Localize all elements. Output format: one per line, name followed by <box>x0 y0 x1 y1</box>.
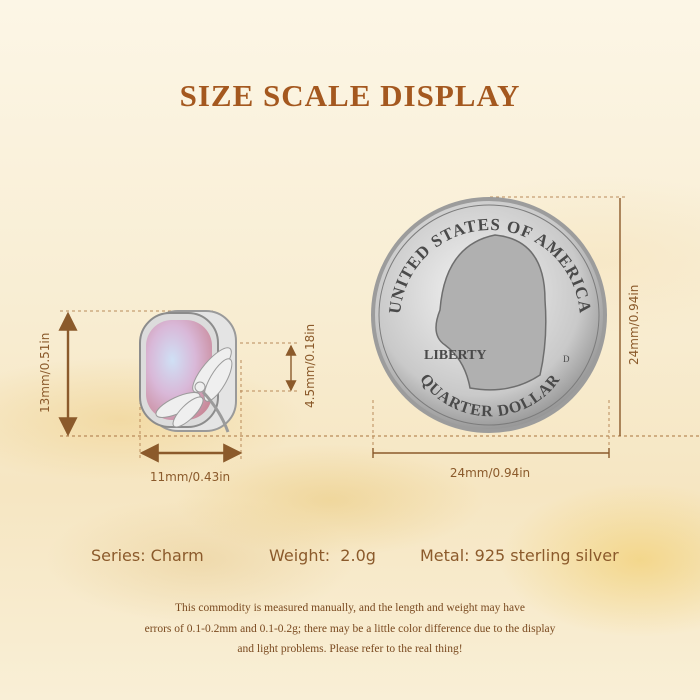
charm-image <box>139 310 237 433</box>
disclaimer-line: and light problems. Please refer to the … <box>237 643 463 655</box>
disclaimer-line: errors of 0.1-0.2mm and 0.1-0.2g; there … <box>144 622 556 635</box>
disclaimer: This commodity is measured manually, and… <box>0 598 700 660</box>
disclaimer-line: This commodity is measured manually, and… <box>175 602 525 614</box>
page-title: SIZE SCALE DISPLAY <box>179 78 521 113</box>
dragonfly-length-label: 4.5mm/0.18in <box>303 323 317 408</box>
coin-legend-liberty: LIBERTY <box>424 348 487 363</box>
coin-height-label: 24mm/0.94in <box>627 284 641 365</box>
quarter-coin-image: UNITED STATES OF AMERICA QUARTER DOLLAR … <box>371 197 607 433</box>
weight-spec: Weight: 2.0g <box>269 546 376 565</box>
coin-mint-mark: D <box>563 354 570 364</box>
metal-spec: Metal: 925 sterling silver <box>420 546 619 565</box>
charm-height-label: 13mm/0.51in <box>38 332 52 413</box>
coin-width-label: 24mm/0.94in <box>449 466 531 480</box>
charm-width-label: 11mm/0.43in <box>149 470 231 484</box>
series-spec: Series: Charm <box>91 546 204 565</box>
